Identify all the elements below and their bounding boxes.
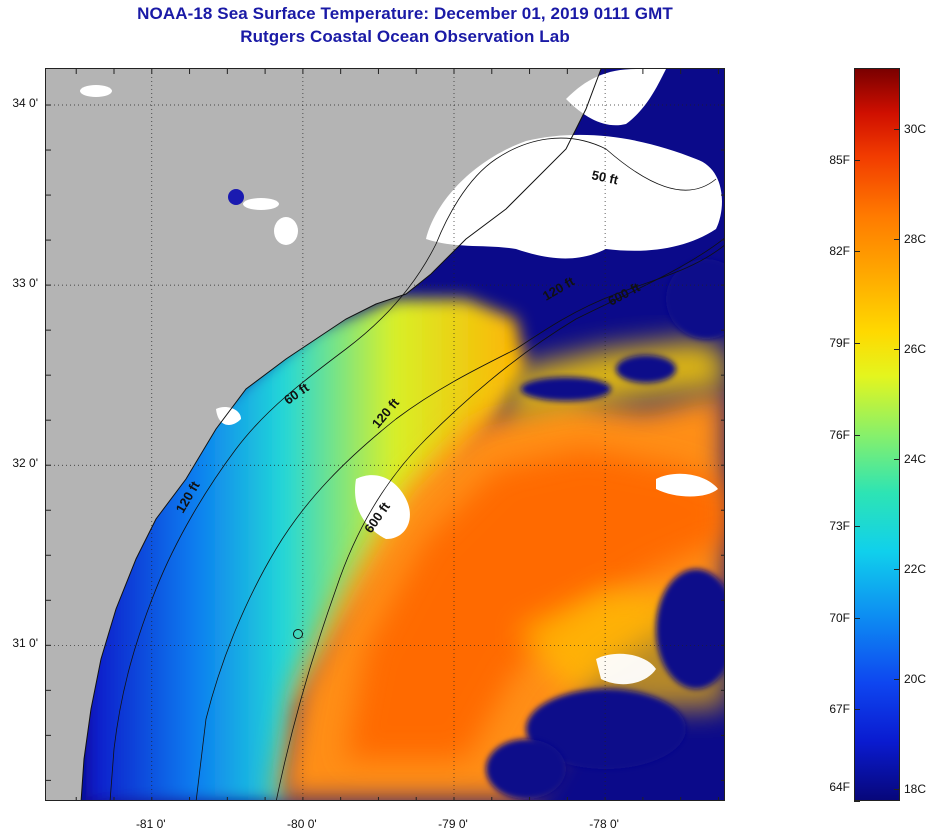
colorbar-tick: [854, 434, 860, 436]
warm-core: [346, 449, 724, 759]
cloud: [596, 653, 656, 685]
lake: [243, 198, 279, 210]
lon-tick-label: -80 0': [287, 817, 317, 831]
cold-patch: [486, 739, 566, 799]
cloud: [566, 69, 666, 126]
colorbar-tick: [894, 678, 900, 680]
cold-patch: [666, 259, 724, 339]
colorbar-tick: [854, 342, 860, 344]
lat-tick-label: 34 0': [12, 96, 38, 111]
cloud: [426, 134, 722, 259]
lat-tick-label: 31 0': [12, 636, 38, 651]
colorbar-celsius-label: 18C: [904, 781, 927, 796]
colorbar-tick: [854, 617, 860, 619]
lon-tick-label: -78 0': [589, 817, 619, 831]
colorbar-celsius-label: 24C: [904, 451, 927, 466]
buoy-marker: [293, 629, 303, 639]
map-title: NOAA-18 Sea Surface Temperature: Decembe…: [137, 4, 673, 23]
colorbar-fahrenheit-label: 70F: [829, 610, 850, 625]
colorbar-fahrenheit-label: 85F: [829, 152, 850, 167]
lat-tick-label: 32 0': [12, 456, 38, 471]
colorbar-fahrenheit-label: 64F: [829, 780, 850, 794]
cold-patch: [526, 689, 686, 769]
colorbar-celsius-label: 28C: [904, 232, 927, 247]
cloud: [656, 473, 718, 497]
colorbar-tick: [854, 801, 860, 802]
contour-50ft: [109, 137, 717, 800]
colorbar-tick: [894, 568, 900, 570]
contour-120ft: [195, 245, 724, 800]
lat-lon-grid: [46, 69, 724, 800]
lon-tick-label: -79 0': [438, 817, 468, 831]
colorbar-fahrenheit-label: 76F: [829, 427, 850, 442]
temperature-colorbar: [854, 68, 900, 801]
colorbar-tick: [894, 348, 900, 350]
colorbar-tick: [894, 458, 900, 460]
colorbar-celsius-label: 22C: [904, 561, 927, 576]
colorbar-tick: [854, 251, 860, 253]
map-subtitle: Rutgers Coastal Ocean Observation Lab: [240, 27, 570, 46]
coastline: [80, 69, 602, 800]
lake: [80, 85, 112, 97]
colorbar-tick: [854, 526, 860, 528]
colorbar-celsius-label: 26C: [904, 341, 927, 356]
lake: [274, 217, 298, 245]
lat-tick-label: 33 0': [12, 276, 38, 291]
land: [46, 69, 601, 800]
colorbar-celsius-label: 20C: [904, 671, 927, 686]
colorbar-celsius-label: 30C: [904, 122, 927, 137]
lake: [228, 189, 244, 205]
colorbar-fahrenheit-label: 67F: [829, 702, 850, 717]
colorbar-tick: [894, 239, 900, 241]
sst-map-canvas: 50 ft 120 ft 600 ft 60 ft 120 ft 600 ft …: [46, 69, 724, 800]
colorbar-tick: [854, 709, 860, 711]
colorbar-fahrenheit-label: 73F: [829, 519, 850, 534]
cold-patch: [656, 569, 724, 689]
colorbar-fahrenheit-label: 82F: [829, 244, 850, 259]
contour-label: 50 ft: [590, 167, 620, 187]
colorbar-tick: [854, 159, 860, 161]
contour-600ft: [276, 238, 724, 800]
colorbar-fahrenheit-label: 79F: [829, 335, 850, 350]
colorbar-tick: [894, 129, 900, 131]
cloud: [355, 475, 410, 539]
lon-tick-label: -81 0': [135, 817, 166, 831]
colorbar-tick: [894, 788, 900, 790]
sst-map[interactable]: 50 ft 120 ft 600 ft 60 ft 120 ft 600 ft …: [45, 68, 725, 801]
cold-patch: [521, 377, 611, 401]
cold-patch: [616, 355, 676, 383]
